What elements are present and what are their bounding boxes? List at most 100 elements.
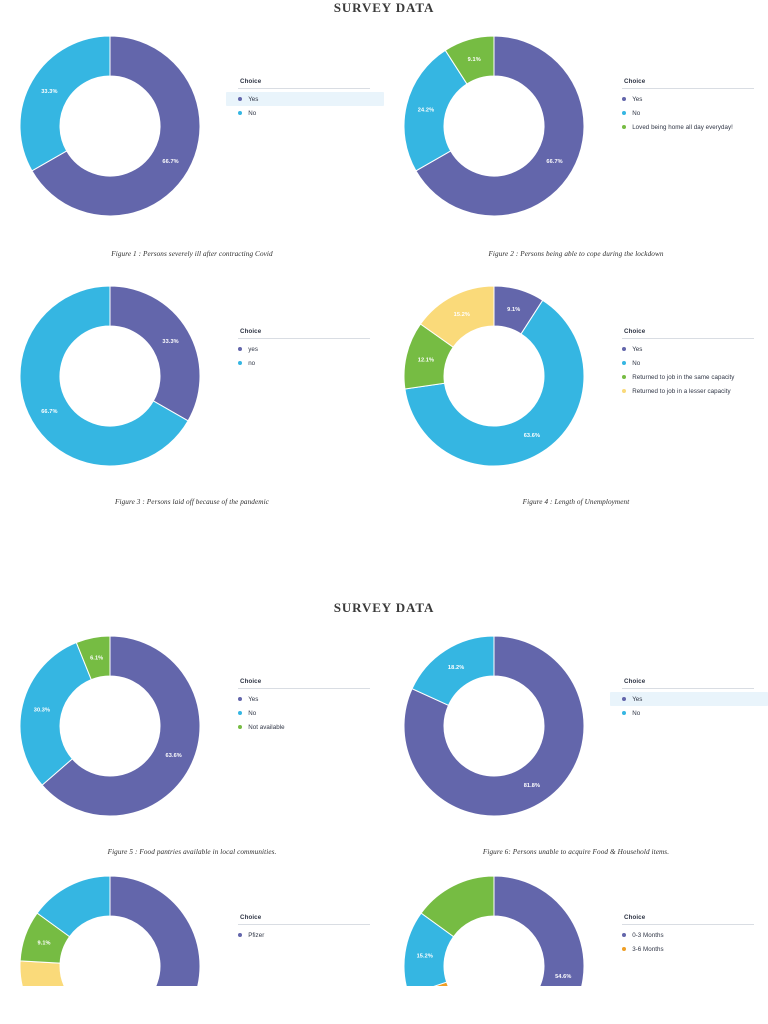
- donut-chart: 60.7%15.2%9.1%: [0, 866, 220, 986]
- legend-divider: [238, 688, 370, 689]
- legend-item[interactable]: No: [226, 706, 384, 720]
- legend-item[interactable]: Loved being home all day everyday!: [610, 120, 768, 134]
- legend-swatch-icon: [622, 96, 627, 102]
- slice-value-label: 33.3%: [41, 89, 57, 95]
- chart-legend: Choice Pfizer: [220, 866, 384, 942]
- document-page-2: SURVEY DATA 63.6% 30.3% 6.1% Choice Yes No Not…: [0, 600, 768, 1024]
- chart-row-1: 66.7% 33.3% Choice Yes No Figure 1 : Persons …: [0, 16, 768, 266]
- pie-slice: [109, 285, 201, 422]
- legend-item[interactable]: Yes: [226, 692, 384, 706]
- figure-caption: Figure 3 : Persons laid off because of t…: [115, 498, 269, 506]
- legend-item[interactable]: Yes: [226, 92, 384, 106]
- chart-cell-figure-5: 63.6% 30.3% 6.1% Choice Yes No Not available Fi…: [0, 616, 384, 866]
- legend-item-label: Returned to job in a lesser capacity: [632, 387, 731, 395]
- pie-slice: [31, 35, 201, 217]
- donut-chart: 33.3% 66.7%: [0, 266, 220, 486]
- legend-swatch-icon: [622, 374, 627, 380]
- legend-item-label: 0-3 Months: [632, 931, 664, 939]
- chart-cell-figure-3: 33.3% 66.7% Choice yes no Figure 3 : Persons …: [0, 266, 384, 516]
- legend-swatch-icon: [622, 696, 627, 702]
- chart-legend: Choice 0-3 Months 3-6 Months: [604, 866, 768, 956]
- legend-item-label: no: [248, 359, 256, 367]
- legend-item[interactable]: No: [610, 106, 768, 120]
- legend-item[interactable]: Returned to job in a lesser capacity: [610, 384, 768, 398]
- legend-swatch-icon: [238, 724, 243, 730]
- page-title: SURVEY DATA: [333, 0, 435, 15]
- legend-item[interactable]: 0-3 Months: [610, 928, 768, 942]
- figure-caption: Figure 4 : Length of Unemployment: [522, 498, 630, 506]
- legend-title: Choice: [240, 328, 262, 335]
- donut-chart: 81.8% 18.2%: [384, 616, 604, 836]
- legend-item[interactable]: Yes: [610, 342, 768, 356]
- pie-slice: [41, 635, 201, 817]
- pie-slice: [19, 285, 189, 467]
- chart-legend: Choice Yes No Not available: [220, 616, 384, 734]
- legend-item[interactable]: Yes: [610, 92, 768, 106]
- pie-slice: [493, 875, 585, 986]
- slice-value-label: 9.1%: [468, 57, 481, 63]
- legend-divider: [622, 924, 754, 925]
- legend-item[interactable]: No: [610, 356, 768, 370]
- slice-value-label: 24.2%: [418, 107, 434, 113]
- legend-title: Choice: [624, 914, 646, 921]
- legend-item-label: Yes: [632, 95, 643, 103]
- legend-item-label: yes: [248, 345, 258, 353]
- legend-swatch-icon: [622, 932, 627, 938]
- slice-value-label: 18.2%: [448, 665, 464, 671]
- pie-slice: [109, 875, 201, 986]
- legend-item[interactable]: No: [610, 706, 768, 720]
- legend-item-label: No: [632, 709, 641, 717]
- pie-slice: [420, 875, 495, 938]
- legend-item[interactable]: Returned to job in the same capacity: [610, 370, 768, 384]
- pie-slice: [419, 285, 495, 348]
- slice-value-label: 66.7%: [546, 159, 562, 165]
- legend-swatch-icon: [622, 124, 627, 130]
- chart-row-3: 63.6% 30.3% 6.1% Choice Yes No Not available Fi…: [0, 616, 768, 866]
- legend-item[interactable]: yes: [226, 342, 384, 356]
- chart-row-2: 33.3% 66.7% Choice yes no Figure 3 : Persons …: [0, 266, 768, 516]
- legend-item-label: 3-6 Months: [632, 945, 664, 953]
- figure-caption: Figure 2 : Persons being able to cope du…: [488, 250, 664, 258]
- legend-item[interactable]: no: [226, 356, 384, 370]
- legend-title: Choice: [624, 678, 646, 685]
- chart-legend: Choice Yes No Loved being home all day ever…: [604, 16, 768, 134]
- legend-item[interactable]: 3-6 Months: [610, 942, 768, 956]
- slice-value-label: 15.2%: [454, 312, 470, 318]
- chart-cell-figure-2: 66.7% 24.2% 9.1% Choice Yes No Loved being hom…: [384, 16, 768, 266]
- legend-title: Choice: [240, 678, 262, 685]
- legend-swatch-icon: [238, 696, 243, 702]
- pie-slice: [415, 35, 585, 217]
- legend-item-label: Yes: [632, 345, 643, 353]
- legend-swatch-icon: [238, 110, 243, 116]
- legend-divider: [238, 924, 370, 925]
- legend-title: Choice: [624, 78, 646, 85]
- slice-value-label: 81.8%: [524, 783, 540, 789]
- legend-item[interactable]: Not available: [226, 720, 384, 734]
- pie-slice: [75, 635, 111, 681]
- legend-divider: [238, 88, 370, 89]
- legend-swatch-icon: [622, 360, 627, 366]
- pie-slice: [19, 960, 65, 986]
- legend-swatch-icon: [622, 946, 627, 952]
- legend-swatch-icon: [622, 110, 627, 116]
- legend-item-label: Returned to job in the same capacity: [632, 373, 735, 381]
- page-break-spacer: [0, 516, 768, 562]
- legend-swatch-icon: [238, 346, 243, 352]
- legend-item[interactable]: No: [226, 106, 384, 120]
- legend-item[interactable]: Yes: [610, 692, 768, 706]
- slice-value-label: 63.6%: [166, 753, 182, 759]
- chart-legend: Choice yes no: [220, 266, 384, 370]
- legend-item[interactable]: Pfizer: [226, 928, 384, 942]
- legend-item-label: No: [632, 359, 641, 367]
- pie-slice: [403, 49, 468, 172]
- figure-caption: Figure 5 : Food pantries available in lo…: [107, 848, 277, 856]
- pie-slice: [19, 641, 92, 786]
- legend-swatch-icon: [622, 346, 627, 352]
- legend-divider: [622, 338, 754, 339]
- legend-swatch-icon: [238, 932, 243, 938]
- legend-item-label: No: [632, 109, 641, 117]
- page-title-2: SURVEY DATA: [333, 600, 435, 615]
- chart-cell-figure-7: 60.7%15.2%9.1% Choice Pfizer: [0, 866, 384, 986]
- legend-item-label: No: [248, 709, 257, 717]
